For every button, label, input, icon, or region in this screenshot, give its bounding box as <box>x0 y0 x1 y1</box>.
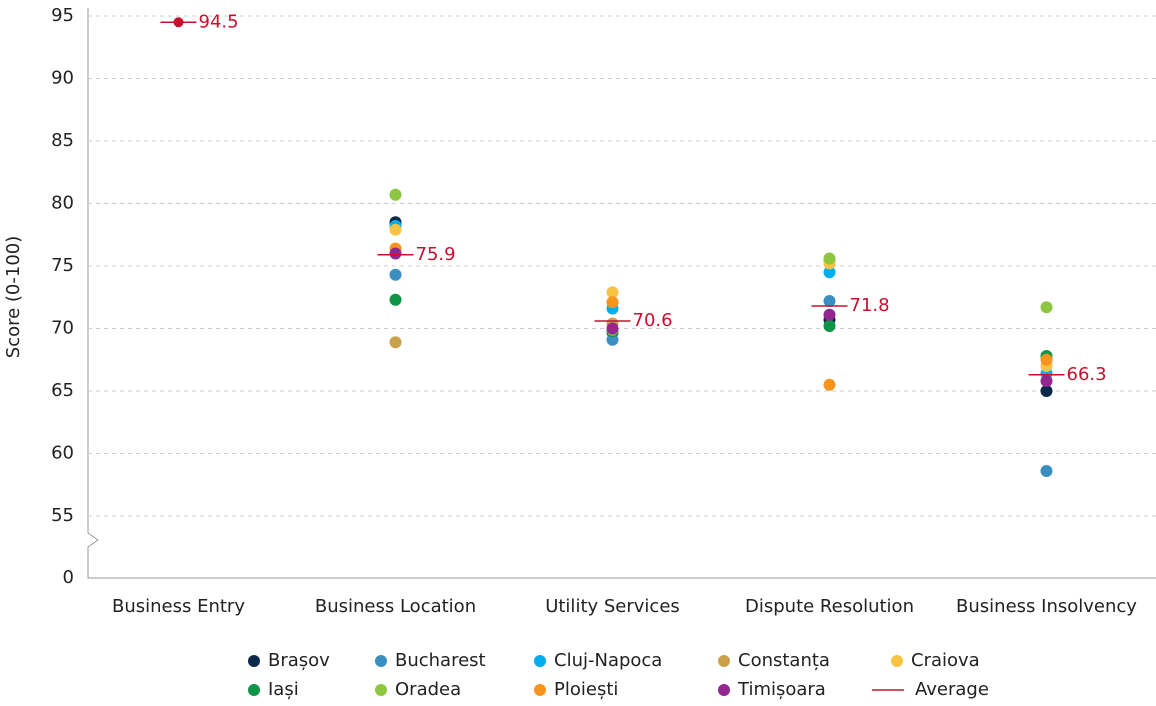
legend-label: Craiova <box>911 650 980 671</box>
dot <box>823 295 836 307</box>
legend-marker <box>534 684 546 696</box>
x-tick-label: Utility Services <box>545 596 680 617</box>
legend-marker <box>718 655 730 667</box>
legend-marker <box>891 655 903 667</box>
dot <box>389 188 402 201</box>
y-tick-label: 80 <box>51 193 74 214</box>
legend-label: Brașov <box>268 650 330 671</box>
dot <box>823 320 836 332</box>
dot <box>389 223 402 236</box>
legend-label: Constanța <box>738 650 830 671</box>
x-tick-label: Dispute Resolution <box>745 596 914 617</box>
dot <box>389 247 402 260</box>
dot <box>1040 465 1053 477</box>
dot <box>823 266 836 279</box>
y-tick-label: 90 <box>51 68 74 89</box>
x-tick-label: Business Insolvency <box>956 596 1137 617</box>
legend-label: Average <box>915 679 989 700</box>
legend-marker <box>718 684 730 696</box>
y-tick-label: 60 <box>51 443 74 464</box>
y-axis-label: Score (0-100) <box>3 236 24 358</box>
y-tick-label: 85 <box>51 130 74 151</box>
x-tick-label: Business Entry <box>112 596 245 617</box>
x-tick-label: Business Location <box>315 596 476 617</box>
dot <box>389 268 402 281</box>
legend-marker <box>248 655 260 667</box>
average-label: 75.9 <box>416 244 456 265</box>
y-tick-label: 55 <box>51 505 74 526</box>
legend-label: Ploiești <box>554 679 618 700</box>
dot <box>606 322 619 335</box>
legend-label: Timișoara <box>737 679 826 700</box>
legend-marker <box>248 684 260 696</box>
dot <box>606 286 619 299</box>
dot <box>606 333 619 346</box>
y-tick-label: 70 <box>51 318 74 339</box>
legend-label: Iași <box>268 679 299 700</box>
legend-label: Bucharest <box>395 650 486 671</box>
average-label: 70.6 <box>633 310 673 331</box>
average-label: 94.5 <box>199 11 239 32</box>
average-label: 66.3 <box>1067 364 1107 385</box>
dot <box>1040 385 1053 397</box>
dot <box>1040 375 1053 387</box>
y-tick-label: 65 <box>51 380 74 401</box>
y-tick-label: 75 <box>51 255 74 276</box>
dot <box>823 252 836 265</box>
legend-marker <box>375 684 387 696</box>
legend-label: Cluj-Napoca <box>554 650 662 671</box>
dot <box>389 293 402 306</box>
dot <box>1040 353 1053 366</box>
dot <box>1040 301 1053 314</box>
axis-break <box>87 532 1156 579</box>
dot <box>823 308 836 321</box>
legend-marker <box>375 655 387 667</box>
dot <box>823 378 836 391</box>
y-tick-label: 95 <box>51 5 74 26</box>
average-dot <box>173 17 184 28</box>
average-label: 71.8 <box>850 295 890 316</box>
legend-marker <box>534 655 546 667</box>
dot <box>606 296 619 309</box>
legend-label: Oradea <box>395 679 461 700</box>
dot <box>389 336 402 349</box>
y-tick-label: 0 <box>63 567 74 588</box>
